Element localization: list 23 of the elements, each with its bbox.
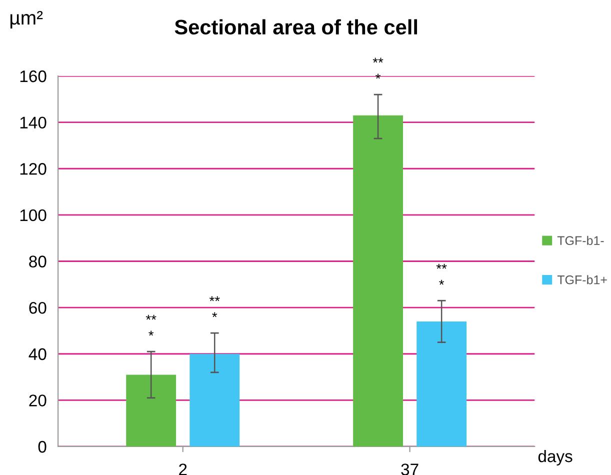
y-tick-label: 80 bbox=[29, 256, 46, 268]
y-tick-label: 20 bbox=[29, 394, 46, 406]
y-tick-label: 100 bbox=[20, 209, 46, 222]
y-tick-label: 40 bbox=[28, 348, 46, 360]
x-tick-label: 37 bbox=[401, 464, 418, 475]
y-axis-title: µm² bbox=[10, 10, 43, 28]
bar bbox=[190, 354, 240, 446]
data-label: ** * bbox=[209, 296, 220, 318]
y-tick-label: 160 bbox=[20, 70, 46, 82]
y-tick-label: 60 bbox=[29, 302, 46, 314]
data-label: ** * bbox=[436, 264, 447, 285]
legend-label: TGF-b1+ bbox=[557, 275, 607, 284]
bar bbox=[126, 374, 176, 446]
legend-label: TGF-b1- bbox=[557, 236, 604, 246]
chart-title: Sectional area of the cell bbox=[174, 19, 418, 35]
x-axis-title: days bbox=[538, 450, 572, 466]
x-tick-label: 2 bbox=[179, 464, 187, 475]
bar bbox=[353, 115, 403, 446]
y-tick-label: 120 bbox=[20, 163, 46, 175]
y-tick-label: 140 bbox=[20, 116, 46, 129]
data-label: ** * bbox=[146, 314, 156, 336]
bar bbox=[416, 321, 467, 446]
y-tick-label: 0 bbox=[38, 440, 46, 453]
